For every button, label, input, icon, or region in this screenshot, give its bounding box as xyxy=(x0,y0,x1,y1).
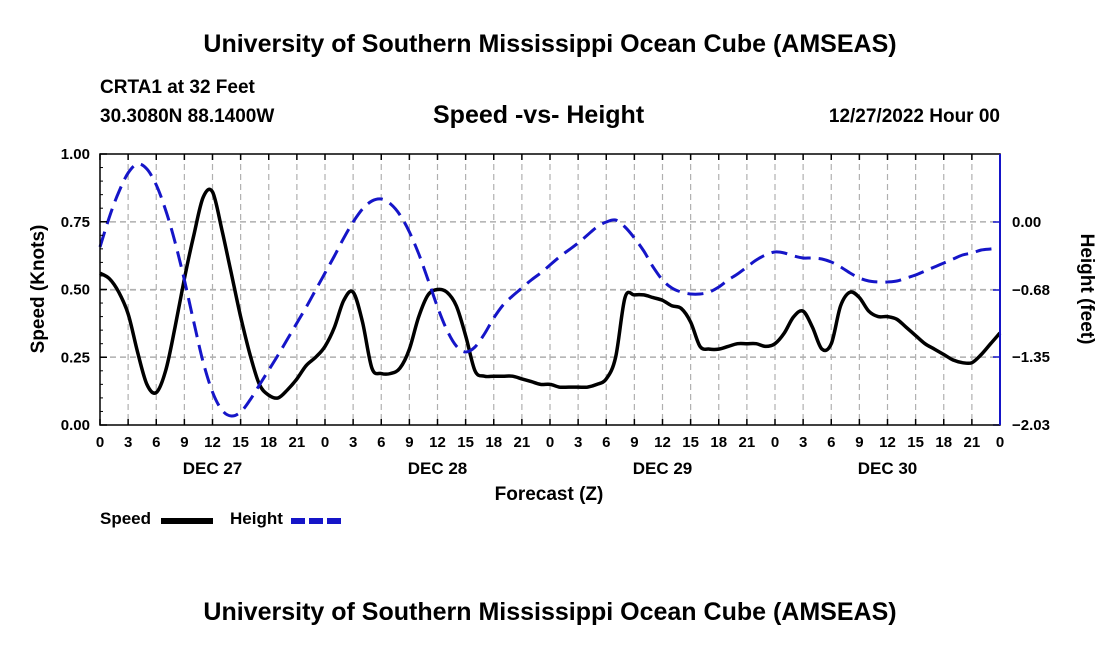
x-tick-label: 21 xyxy=(739,434,756,451)
x-tick-label: 12 xyxy=(654,434,671,451)
y-tick-label-left: 0.75 xyxy=(61,214,90,231)
x-tick-label: 6 xyxy=(602,434,610,451)
x-tick-label: 6 xyxy=(152,434,160,451)
height-series-line xyxy=(98,162,1001,418)
x-tick-label: 12 xyxy=(429,434,446,451)
x-tick-label: 9 xyxy=(405,434,413,451)
day-label: DEC 27 xyxy=(183,459,243,478)
x-tick-label: 3 xyxy=(349,434,357,451)
x-tick-label: 3 xyxy=(799,434,807,451)
x-tick-label: 9 xyxy=(630,434,638,451)
x-tick-label: 21 xyxy=(964,434,981,451)
x-tick-label: 0 xyxy=(321,434,329,451)
grid-lines xyxy=(100,154,1000,425)
day-label: DEC 30 xyxy=(858,459,918,478)
day-label: DEC 28 xyxy=(408,459,468,478)
forecast-datetime: 12/27/2022 Hour 00 xyxy=(828,106,1000,127)
legend-speed-label: Speed xyxy=(100,509,152,528)
series-lines xyxy=(98,162,1002,418)
x-tick-label: 21 xyxy=(289,434,306,451)
y-tick-label-left: 0.50 xyxy=(61,282,90,299)
x-tick-label: 12 xyxy=(879,434,896,451)
x-tick-label: 18 xyxy=(485,434,502,451)
x-tick-label: 15 xyxy=(457,434,474,451)
x-tick-label: 0 xyxy=(546,434,554,451)
x-tick-label: 3 xyxy=(574,434,582,451)
x-tick-label: 18 xyxy=(935,434,952,451)
legend-height-label: Height xyxy=(230,509,283,528)
legend-height-swatch xyxy=(291,518,343,524)
x-tick-label: 18 xyxy=(710,434,727,451)
x-tick-label: 15 xyxy=(682,434,699,451)
main-title: University of Southern Mississippi Ocean… xyxy=(203,30,897,58)
x-tick-label: 9 xyxy=(855,434,863,451)
day-label: DEC 29 xyxy=(633,459,693,478)
speed-series-line xyxy=(99,187,1002,400)
y-tick-label-right: −2.03 xyxy=(1012,417,1050,434)
x-tick-label: 12 xyxy=(204,434,221,451)
legend-speed-swatch xyxy=(161,518,213,524)
x-tick-label: 0 xyxy=(96,434,104,451)
axes: 0 3 6 9 12 15 18 21 0 3 6 9 12 15 18 21 0 3 6 9 12 15 18 21 0 3 6 9… xyxy=(61,146,1050,478)
footer-title: University of Southern Mississippi Ocean… xyxy=(203,598,897,626)
x-tick-label: 0 xyxy=(771,434,779,451)
coordinates-label: 30.3080N 88.1400W xyxy=(100,106,275,127)
x-tick-label: 6 xyxy=(377,434,385,451)
y-axis-label-right: Height (feet) xyxy=(1076,234,1097,345)
x-tick-label: 0 xyxy=(996,434,1004,451)
y-tick-label-left: 0.25 xyxy=(61,349,90,366)
y-tick-label-left: 0.00 xyxy=(61,417,90,434)
x-axis-label: Forecast (Z) xyxy=(495,484,604,505)
x-tick-label: 15 xyxy=(907,434,924,451)
x-tick-label: 3 xyxy=(124,434,132,451)
y-tick-label-right: 0.00 xyxy=(1012,214,1041,231)
y-tick-label-right: −0.68 xyxy=(1012,282,1050,299)
x-tick-label: 18 xyxy=(260,434,277,451)
x-tick-label: 21 xyxy=(514,434,531,451)
y-tick-label-left: 1.00 xyxy=(61,146,90,163)
y-tick-label-right: −1.35 xyxy=(1012,349,1050,366)
chart-subtitle: Speed -vs- Height xyxy=(433,101,645,129)
x-tick-label: 15 xyxy=(232,434,249,451)
x-tick-label: 9 xyxy=(180,434,188,451)
x-tick-label: 6 xyxy=(827,434,835,451)
y-axis-label-left: Speed (Knots) xyxy=(28,225,49,354)
station-label: CRTA1 at 32 Feet xyxy=(100,77,255,98)
